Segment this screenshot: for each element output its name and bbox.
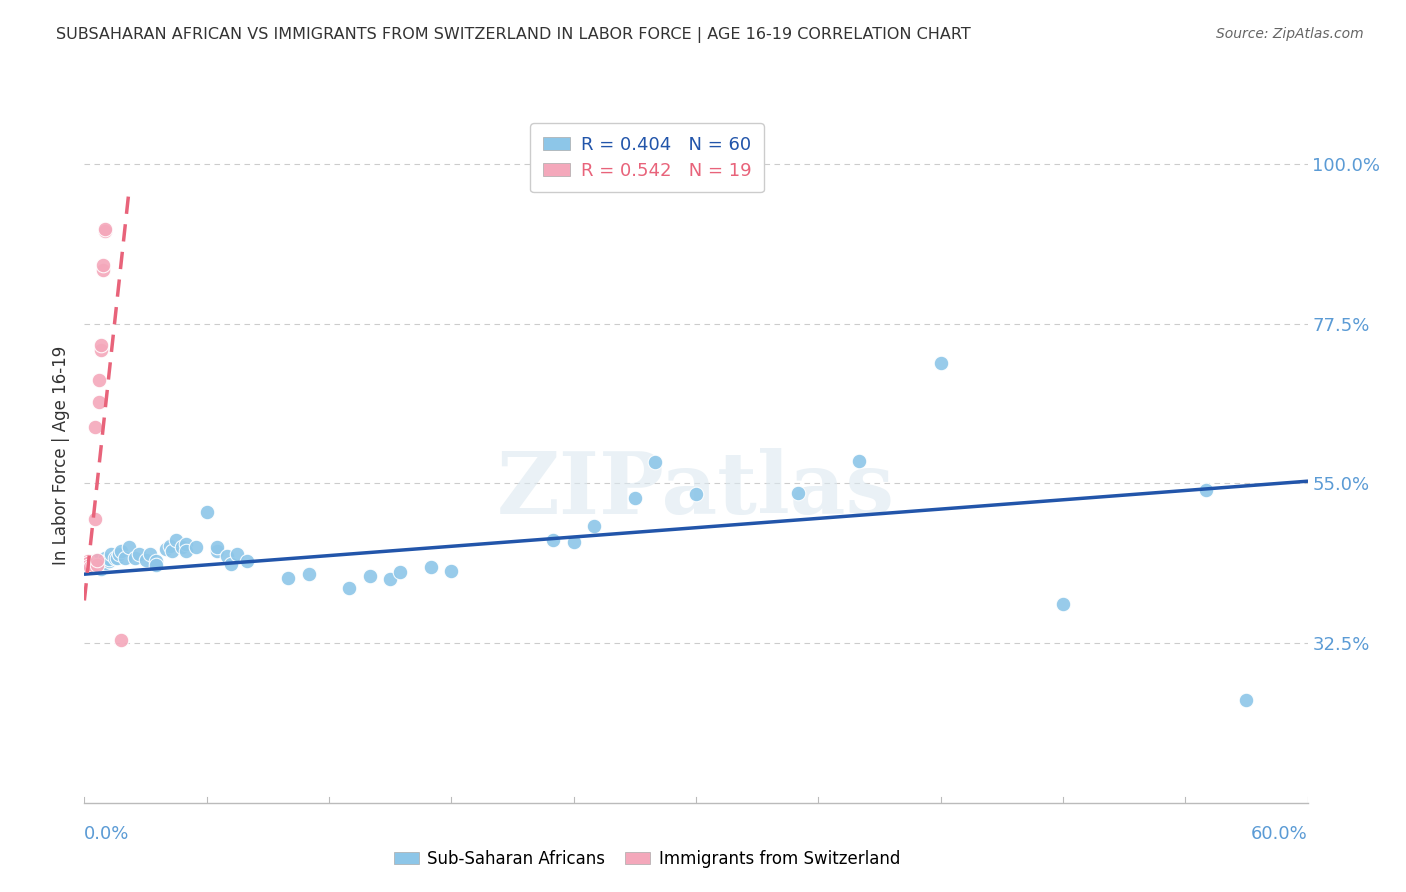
Point bbox=[236, 554, 259, 568]
Point bbox=[82, 558, 104, 572]
Point bbox=[91, 263, 114, 277]
Point bbox=[90, 338, 112, 352]
Point bbox=[186, 540, 208, 554]
Point bbox=[685, 487, 707, 501]
Point bbox=[79, 560, 101, 574]
Point bbox=[174, 536, 197, 550]
Y-axis label: In Labor Force | Age 16-19: In Labor Force | Age 16-19 bbox=[52, 345, 70, 565]
Point bbox=[86, 558, 108, 572]
Point bbox=[644, 455, 666, 469]
Point bbox=[114, 550, 136, 565]
Point bbox=[929, 356, 952, 370]
Point bbox=[93, 550, 115, 565]
Point bbox=[77, 558, 100, 572]
Point bbox=[389, 565, 412, 579]
Point bbox=[1195, 483, 1218, 498]
Text: ZIPatlas: ZIPatlas bbox=[496, 448, 896, 532]
Point bbox=[91, 258, 114, 272]
Point bbox=[77, 556, 100, 570]
Point bbox=[195, 505, 218, 519]
Text: Source: ZipAtlas.com: Source: ZipAtlas.com bbox=[1216, 27, 1364, 41]
Point bbox=[90, 343, 112, 357]
Point bbox=[159, 539, 181, 553]
Point bbox=[624, 491, 647, 505]
Point bbox=[226, 547, 249, 561]
Point bbox=[217, 549, 239, 564]
Point bbox=[104, 550, 127, 565]
Point bbox=[108, 547, 131, 561]
Point bbox=[172, 540, 194, 554]
Point bbox=[128, 547, 150, 561]
Point bbox=[135, 553, 157, 567]
Point bbox=[543, 533, 565, 548]
Point bbox=[77, 559, 100, 574]
Point bbox=[87, 394, 110, 409]
Point bbox=[97, 552, 120, 566]
Point bbox=[359, 568, 381, 582]
Point bbox=[205, 543, 228, 558]
Point bbox=[155, 542, 177, 557]
Point bbox=[205, 540, 228, 554]
Point bbox=[145, 554, 167, 568]
Point bbox=[160, 543, 183, 558]
Point bbox=[219, 557, 242, 571]
Point bbox=[787, 485, 810, 500]
Point bbox=[83, 512, 105, 526]
Point bbox=[97, 554, 120, 568]
Point bbox=[86, 553, 108, 567]
Point bbox=[165, 533, 187, 548]
Point bbox=[1052, 597, 1074, 611]
Point bbox=[848, 453, 870, 467]
Point bbox=[79, 556, 101, 570]
Point bbox=[91, 556, 114, 570]
Point bbox=[174, 543, 197, 558]
Point bbox=[83, 557, 105, 571]
Point bbox=[93, 222, 115, 236]
Point bbox=[90, 561, 112, 575]
Point bbox=[82, 554, 104, 568]
Point bbox=[77, 554, 100, 568]
Point bbox=[87, 560, 110, 574]
Point bbox=[75, 558, 97, 572]
Text: SUBSAHARAN AFRICAN VS IMMIGRANTS FROM SWITZERLAND IN LABOR FORCE | AGE 16-19 COR: SUBSAHARAN AFRICAN VS IMMIGRANTS FROM SW… bbox=[56, 27, 972, 43]
Point bbox=[93, 224, 115, 238]
Point bbox=[87, 373, 110, 387]
Point bbox=[277, 571, 299, 585]
Point bbox=[105, 550, 128, 565]
Point bbox=[83, 419, 105, 434]
Point bbox=[339, 582, 360, 596]
Point bbox=[298, 567, 321, 582]
Point bbox=[420, 560, 443, 574]
Point bbox=[145, 558, 167, 572]
Point bbox=[124, 550, 146, 565]
Point bbox=[380, 572, 402, 586]
Point bbox=[118, 540, 141, 554]
Point bbox=[110, 632, 132, 647]
Point bbox=[100, 547, 122, 561]
Point bbox=[1234, 693, 1257, 707]
Legend: Sub-Saharan Africans, Immigrants from Switzerland: Sub-Saharan Africans, Immigrants from Sw… bbox=[388, 843, 907, 874]
Text: 60.0%: 60.0% bbox=[1251, 825, 1308, 843]
Point bbox=[562, 535, 585, 549]
Point bbox=[138, 547, 160, 561]
Point bbox=[440, 564, 463, 578]
Point bbox=[582, 519, 605, 533]
Point bbox=[86, 553, 108, 567]
Point bbox=[110, 543, 132, 558]
Text: 0.0%: 0.0% bbox=[84, 825, 129, 843]
Point bbox=[93, 556, 115, 570]
